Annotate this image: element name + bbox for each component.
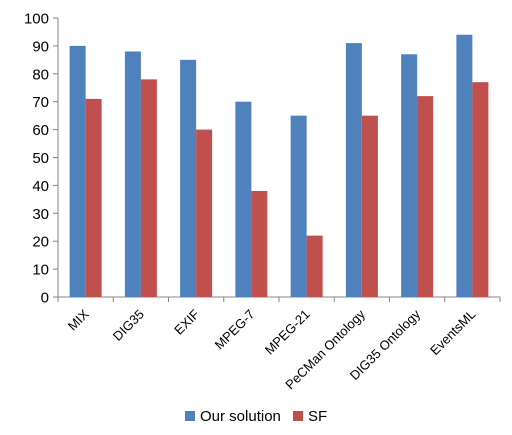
bars <box>69 34 489 298</box>
bar-sf <box>251 190 268 297</box>
bar-our-solution <box>345 43 362 297</box>
bar-sf <box>417 96 434 298</box>
legend-swatch <box>185 411 195 421</box>
bar-sf <box>472 82 489 297</box>
bar-our-solution <box>124 51 141 298</box>
y-tick-label: 30 <box>32 206 49 223</box>
x-tick-label: MPEG-21 <box>262 307 313 358</box>
y-tick-label: 50 <box>32 150 49 167</box>
bar-our-solution <box>69 45 86 298</box>
y-tick-label: 40 <box>32 178 49 195</box>
bar-our-solution <box>456 34 473 298</box>
legend-swatch <box>293 411 303 421</box>
bar-sf <box>306 235 323 297</box>
legend: Our solution SF <box>185 408 327 425</box>
legend-label: SF <box>308 408 327 425</box>
x-tick-label: DIG35 <box>110 307 147 344</box>
y-tick-label: 0 <box>41 290 49 307</box>
x-tick-label: EventsML <box>427 307 478 358</box>
y-tick-label: 70 <box>32 94 49 111</box>
bar-our-solution <box>180 59 197 297</box>
bar-our-solution <box>290 115 307 298</box>
bar-sf <box>361 115 378 298</box>
legend-label: Our solution <box>200 408 281 425</box>
y-tick-label: 60 <box>32 122 49 139</box>
bar-sf <box>140 79 157 297</box>
y-tick-label: 90 <box>32 38 49 55</box>
y-tick-label: 20 <box>32 234 49 251</box>
x-tick-label: MIX <box>65 306 92 333</box>
bar-sf <box>85 98 102 297</box>
y-tick-label: 100 <box>24 11 49 28</box>
bar-sf <box>196 129 213 297</box>
x-tick-label: EXIF <box>171 306 202 337</box>
y-tick-label: 80 <box>32 66 49 83</box>
bar-our-solution <box>235 101 252 297</box>
x-tick-label: MPEG-7 <box>212 307 258 353</box>
bar-our-solution <box>401 54 418 297</box>
y-tick-label: 10 <box>32 262 49 279</box>
